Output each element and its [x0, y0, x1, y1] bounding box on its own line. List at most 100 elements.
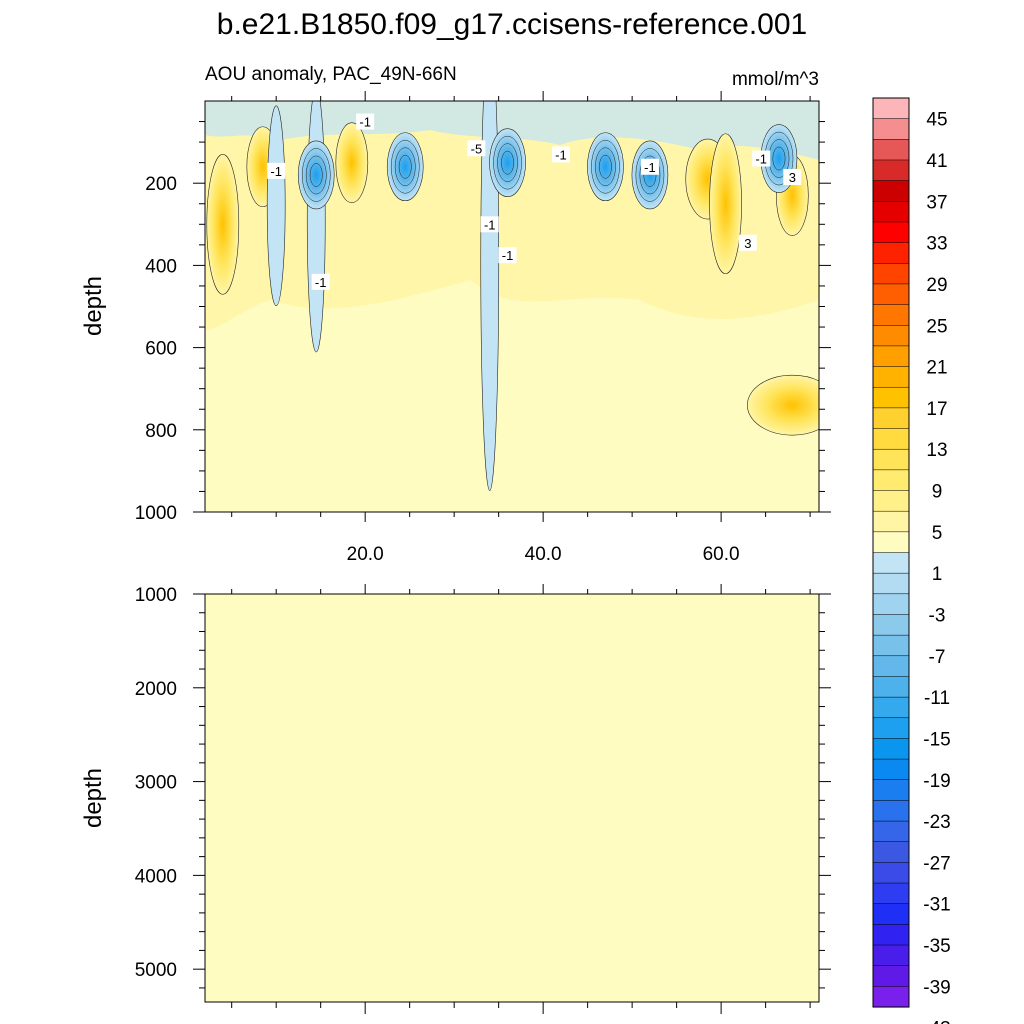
positive-anomaly-0: [206, 154, 240, 295]
contour-label-box: [498, 247, 517, 264]
colorbar-segment-18: [872, 469, 910, 492]
upper-ytick-label: 200: [145, 174, 177, 195]
colorbar-segment-29: [872, 696, 910, 719]
colorbar-segment-7: [872, 242, 910, 264]
colorbar-segment-2: [872, 139, 910, 161]
negative-anomaly-2: [297, 140, 335, 210]
upper-panel: AOU anomaly, PAC_49N-66N mmol/m^3 -1 -1 -5…: [80, 64, 831, 565]
contour-label-0: -1: [356, 113, 375, 130]
colorbar-segment-5: [872, 201, 910, 223]
contour-label-2: -5: [467, 140, 486, 157]
colorbar: 45 41 37 33 29 25 21 17 13 9 5 1 -3 -7 -11 -15 -19 -23 -27…: [872, 97, 951, 1024]
positive-anomaly-6: [747, 374, 819, 436]
negative-contour-ring: [390, 139, 420, 194]
negative-contour-ring: [493, 135, 522, 190]
negative-contour-ring: [772, 146, 786, 171]
colorbar-label: 9: [932, 482, 943, 503]
colorbar-segment-33: [872, 779, 910, 801]
lower-plot-frame: [204, 593, 820, 1003]
colorbar-segment-1: [872, 118, 910, 140]
lower-plot-background: [205, 594, 819, 1002]
upper-ylabel: depth: [80, 276, 107, 336]
colorbar-segment-20: [872, 510, 910, 533]
contour-label-box: [467, 140, 486, 157]
contour-label-box: [752, 150, 771, 167]
contour-label-1: -1: [267, 162, 286, 179]
colorbar-segment-30: [872, 717, 910, 739]
upper-ytick-label: 1000: [135, 503, 177, 524]
colorbar-segment-35: [872, 820, 910, 843]
lower-ytick-label: 3000: [135, 773, 177, 794]
negative-contour-ring: [301, 148, 331, 202]
negative-anomaly-4: [480, 101, 500, 491]
contour-label-5: -1: [752, 150, 771, 167]
negative-contour-ring: [501, 150, 514, 175]
contour-label-text: -1: [555, 147, 567, 162]
upper-left-label: AOU anomaly, PAC_49N-66N: [205, 64, 457, 85]
colorbar-segment-9: [872, 283, 910, 306]
upper-ytick-label: 800: [145, 421, 177, 442]
negative-contour-ring: [599, 154, 612, 179]
colorbar-label: -31: [923, 895, 950, 916]
colorbar-label: -43: [923, 1019, 950, 1024]
colorbar-segment-21: [872, 531, 910, 554]
colorbar-label: -27: [923, 853, 950, 874]
lower-ytick-label: 5000: [135, 960, 177, 981]
negative-anomaly-6: [587, 132, 624, 202]
colorbar-segment-11: [872, 325, 910, 347]
contour-label-8: -1: [498, 247, 517, 264]
contour-label-text: -1: [359, 115, 371, 130]
colorbar-segment-37: [872, 862, 910, 884]
colorbar-label: -15: [923, 729, 950, 750]
negative-contour-ring: [497, 143, 518, 182]
lower-ylabel: depth: [80, 768, 107, 828]
colorbar-segment-39: [872, 903, 910, 925]
upper-right-label: mmol/m^3: [732, 69, 819, 90]
colorbar-label: 13: [926, 440, 947, 461]
colorbar-segment-43: [872, 986, 910, 1008]
lower-ytick-label: 1000: [135, 585, 177, 606]
colorbar-label: 17: [926, 399, 947, 420]
lower-panel: 1000 2000 3000 4000 5000 depth: [80, 584, 831, 1014]
contour-label-box: [480, 216, 499, 233]
colorbar-label: 5: [932, 523, 943, 544]
negative-contour-ring: [595, 147, 616, 187]
colorbar-segment-6: [872, 221, 910, 244]
negative-anomaly-7: [631, 140, 669, 210]
upper-contour-labels: -1 -1 -5 -1 -1 -1 3 -1 -1 3 -1: [267, 113, 802, 290]
colorbar-segment-23: [872, 572, 910, 595]
contour-label-box: [356, 113, 375, 130]
contour-label-text: -1: [270, 164, 282, 179]
negative-contour-ring: [635, 148, 665, 202]
colorbar-segment-17: [872, 448, 910, 471]
colorbar-segment-13: [872, 366, 910, 388]
colorbar-segment-22: [872, 552, 910, 574]
colorbar-label: -11: [924, 688, 950, 709]
contour-label-box: [551, 146, 570, 163]
contour-label-text: 3: [744, 236, 751, 251]
upper-xtick-label: 60.0: [703, 544, 740, 565]
colorbar-label: -7: [929, 647, 946, 668]
contour-label-box: [738, 234, 757, 251]
negative-contour-ring: [639, 155, 661, 195]
colorbar-segment-31: [872, 738, 910, 760]
colorbar-segment-40: [872, 924, 910, 946]
colorbar-segment-3: [872, 159, 910, 182]
upper-xtick-label: 20.0: [347, 544, 384, 565]
colorbar-segment-16: [872, 428, 910, 450]
colorbar-label: 33: [926, 234, 947, 255]
negative-contour-ring: [398, 154, 412, 179]
contour-label-text: -1: [644, 160, 656, 175]
colorbar-segment-32: [872, 758, 910, 781]
negative-contour-ring: [394, 147, 416, 187]
negative-anomaly-3: [386, 132, 424, 202]
lower-axes: 1000 2000 3000 4000 5000: [135, 584, 831, 1014]
contour-label-7: -1: [480, 216, 499, 233]
colorbar-label: 37: [926, 192, 947, 213]
colorbar-segment-14: [872, 386, 910, 409]
contour-label-10: -1: [311, 273, 330, 290]
contour-label-4: -1: [640, 158, 659, 175]
colorbar-label: -35: [923, 936, 950, 957]
colorbar-segment-28: [872, 676, 910, 698]
colorbar-label: -23: [923, 812, 950, 833]
